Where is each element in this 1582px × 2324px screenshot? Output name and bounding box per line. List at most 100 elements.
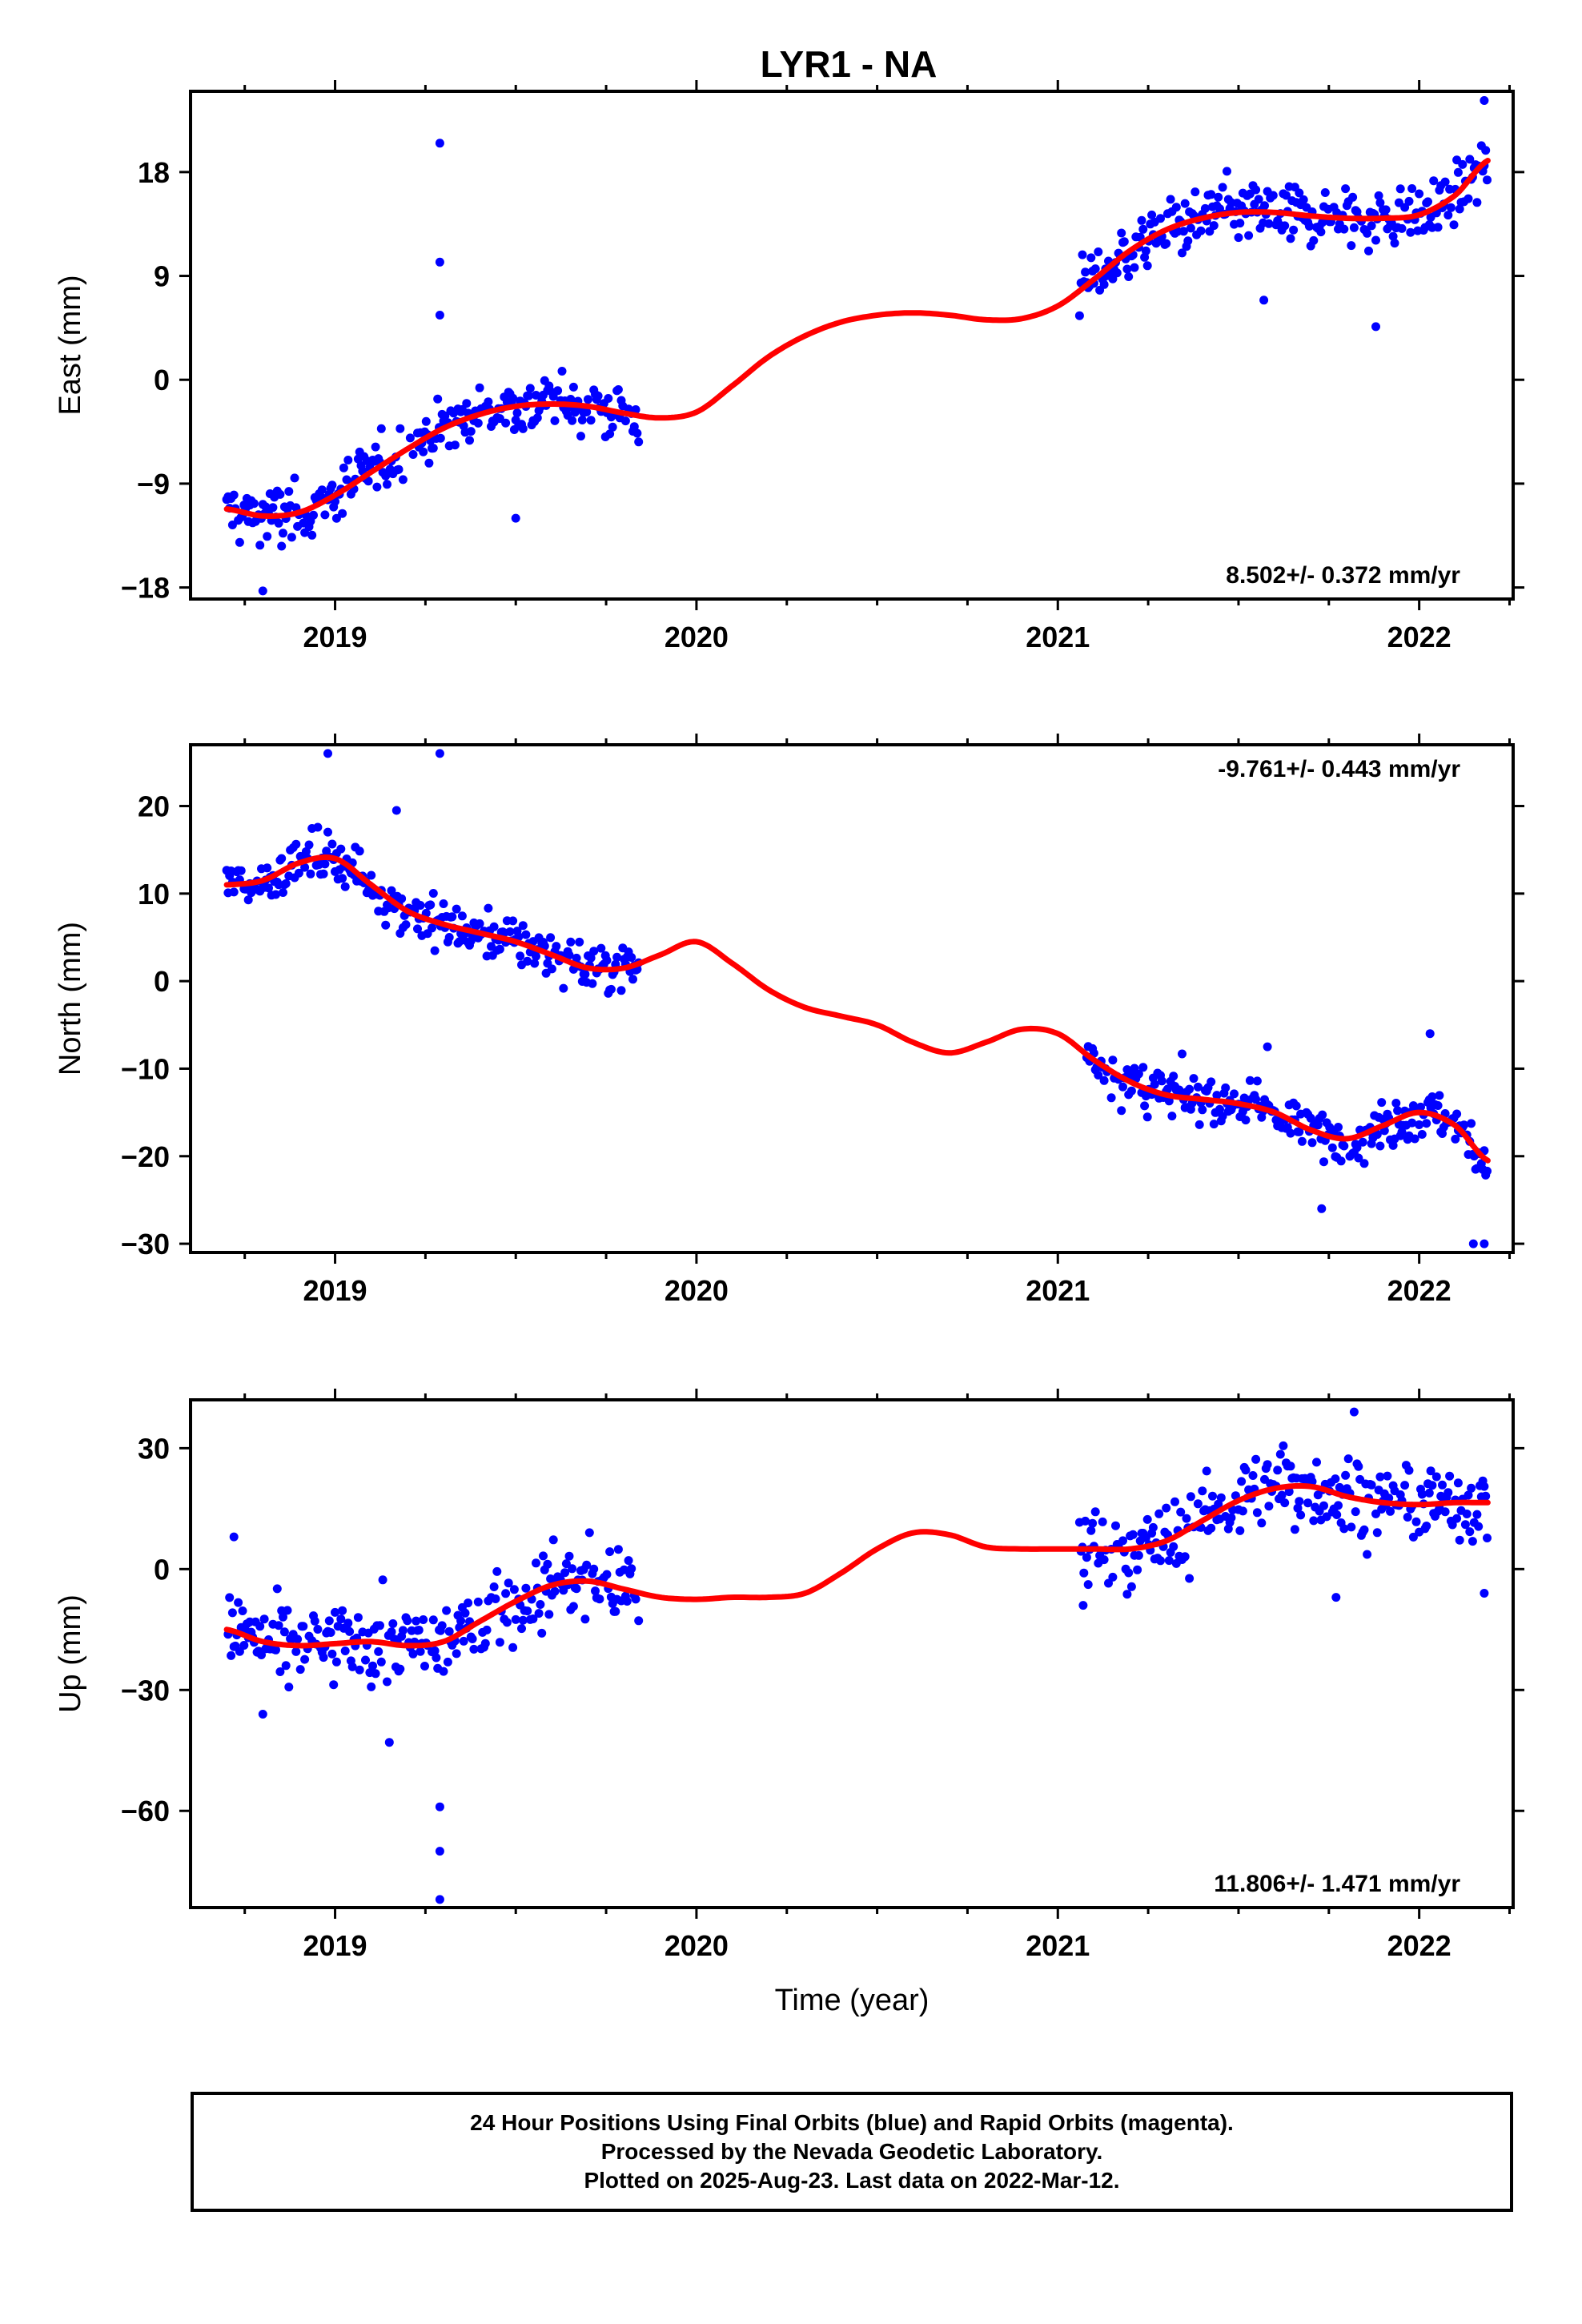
data-point	[501, 1589, 511, 1598]
data-point	[355, 1665, 364, 1675]
data-point	[586, 953, 596, 963]
data-point	[1363, 228, 1372, 238]
data-point	[326, 1628, 335, 1637]
data-point	[1221, 1083, 1231, 1092]
footer-line-3: Plotted on 2025-Aug-23. Last data on 202…	[584, 2168, 1120, 2193]
footer-line-2: Processed by the Nevada Geodetic Laborat…	[600, 2139, 1103, 2164]
data-point	[1218, 1112, 1227, 1121]
panel-2-frame	[189, 743, 1515, 1254]
data-point	[1313, 1120, 1323, 1130]
data-point	[1263, 1042, 1272, 1051]
data-point	[1198, 1105, 1207, 1115]
data-point	[465, 436, 474, 445]
data-point	[593, 391, 603, 400]
panel-3-x-tick-label: 2021	[1026, 1929, 1090, 1962]
data-point	[1171, 203, 1181, 212]
data-point	[620, 416, 630, 426]
data-point	[1339, 1141, 1349, 1151]
data-point	[1111, 1521, 1120, 1530]
data-point	[589, 1564, 599, 1574]
data-point	[375, 1621, 384, 1630]
panel-2-x-tick-label: 2019	[303, 1274, 367, 1307]
data-point	[595, 1594, 604, 1604]
data-point	[1133, 1565, 1142, 1574]
data-point	[1386, 1506, 1395, 1516]
data-point	[1295, 1127, 1304, 1136]
data-point	[1251, 1095, 1261, 1104]
data-point	[482, 1625, 492, 1634]
data-point	[374, 1647, 383, 1656]
data-point	[1108, 1055, 1118, 1065]
data-point	[387, 886, 396, 895]
data-point	[1319, 1501, 1328, 1510]
data-point	[338, 509, 347, 518]
data-point	[1207, 190, 1216, 199]
panel-1-y-tick-label: 18	[138, 156, 170, 189]
data-point	[629, 422, 639, 432]
data-point	[1410, 1134, 1419, 1144]
data-point	[1327, 1143, 1337, 1152]
data-point	[495, 1638, 504, 1647]
data-point	[290, 473, 299, 483]
data-point	[412, 1616, 421, 1626]
data-point	[1341, 1470, 1351, 1480]
data-point	[516, 951, 525, 961]
data-point	[532, 391, 540, 400]
data-point	[1124, 1568, 1134, 1578]
data-point	[329, 1680, 339, 1690]
data-point	[505, 927, 515, 936]
data-point	[432, 1653, 441, 1663]
data-point	[1295, 188, 1304, 198]
data-point	[1117, 228, 1126, 238]
data-point	[1289, 225, 1299, 235]
data-point	[1112, 268, 1122, 278]
data-point	[353, 1613, 363, 1622]
data-point	[1319, 1157, 1328, 1167]
data-point	[1286, 1462, 1295, 1471]
panel-2-rate-annotation: -9.761+/- 0.443 mm/yr	[1218, 756, 1460, 782]
data-point	[433, 394, 443, 404]
data-point	[1176, 1507, 1186, 1517]
data-point	[608, 422, 617, 432]
data-point	[435, 749, 444, 758]
data-point	[398, 1626, 408, 1635]
data-point	[1443, 211, 1453, 220]
data-point	[480, 1638, 490, 1648]
data-point	[1364, 246, 1373, 255]
data-point	[1417, 1130, 1427, 1139]
data-point	[275, 1667, 285, 1676]
data-point	[1207, 1077, 1216, 1087]
data-point	[1252, 1076, 1262, 1086]
data-point	[1455, 1535, 1464, 1545]
data-point	[396, 424, 405, 433]
data-point	[1474, 1522, 1484, 1531]
data-point	[1299, 195, 1308, 204]
data-point	[1122, 1590, 1132, 1599]
data-point	[1156, 214, 1165, 223]
data-point	[1162, 1503, 1171, 1513]
data-point	[1375, 1141, 1385, 1151]
data-point	[261, 502, 271, 512]
data-point	[584, 1528, 594, 1538]
data-point	[548, 1535, 558, 1545]
data-point	[523, 1606, 532, 1616]
panel-1-y-tick-label: 9	[154, 260, 170, 293]
data-point	[419, 447, 428, 456]
data-point	[1186, 1492, 1195, 1502]
data-point	[258, 586, 267, 596]
data-point	[367, 1682, 376, 1691]
data-point	[398, 475, 408, 485]
data-point	[1259, 296, 1269, 305]
data-point	[1406, 227, 1415, 237]
data-point	[295, 1665, 305, 1675]
data-point	[511, 513, 520, 523]
data-point	[320, 859, 330, 869]
data-point	[1452, 1514, 1462, 1523]
data-point	[235, 537, 244, 547]
data-point	[632, 428, 642, 438]
data-point	[338, 874, 347, 883]
data-point	[1108, 1572, 1118, 1582]
data-point	[1460, 1520, 1470, 1530]
data-point	[284, 1683, 294, 1692]
data-point	[396, 1664, 405, 1674]
